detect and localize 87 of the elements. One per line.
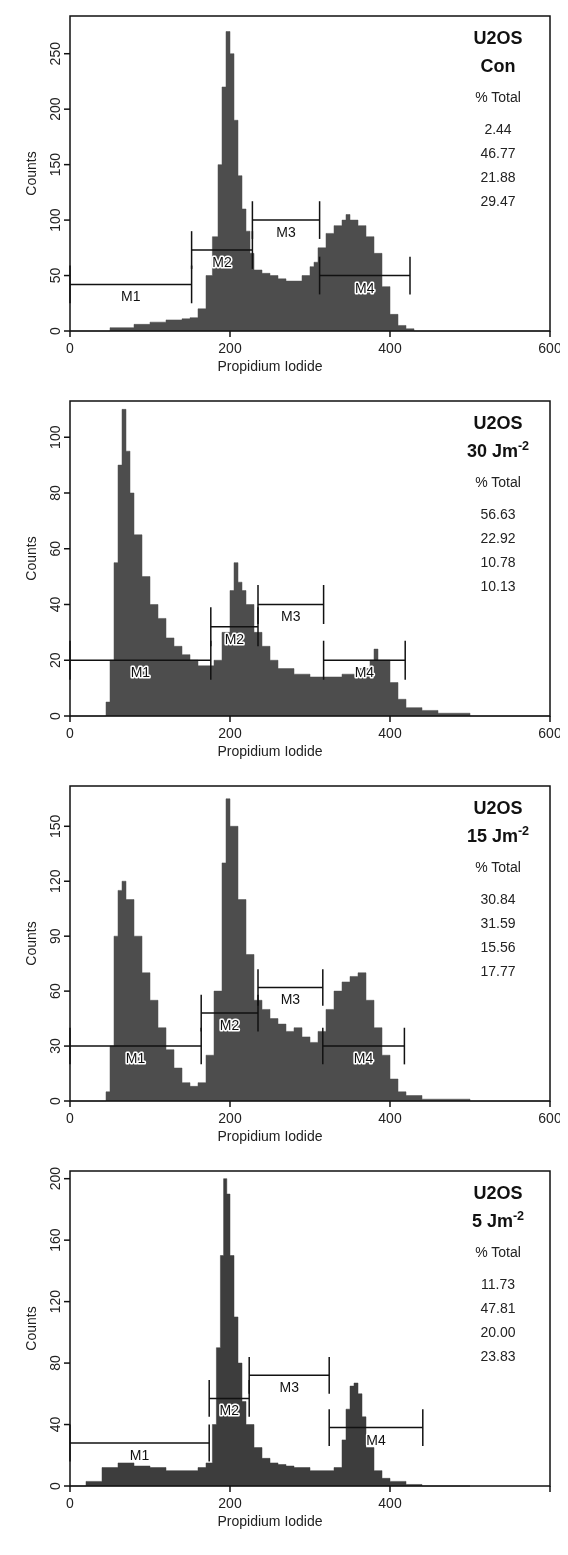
text: 5 Jm$^{-2}$ <box>471 1209 525 1231</box>
series-label: M4 <box>366 1431 386 1448</box>
y-tick-label: 100 <box>47 208 63 232</box>
text: U2OS <box>473 413 523 433</box>
y-tick-label: 20 <box>47 652 63 669</box>
annotation: % Total <box>475 859 521 875</box>
series-label: M1 <box>121 288 141 305</box>
series-label: M4 <box>353 1050 374 1067</box>
annotation: 56.63 <box>480 506 516 522</box>
y-tick-label: 250 <box>47 41 63 66</box>
annotation: 10.13 <box>480 578 516 594</box>
x-axis-title: Propidium Iodide <box>217 743 323 759</box>
x-axis-title: Propidium Iodide <box>217 358 323 374</box>
y-tick-label: 50 <box>47 267 63 284</box>
y-tick-label: 60 <box>47 540 63 557</box>
y-tick-label: 0 <box>47 1481 63 1490</box>
y-axis-title: Counts <box>23 1306 39 1351</box>
y-tick-label: 100 <box>47 425 63 449</box>
annotation: 30.84 <box>480 891 516 907</box>
annotation: 31.59 <box>480 915 516 931</box>
text: U2OS <box>473 28 523 48</box>
annotation: 22.92 <box>480 530 516 546</box>
x-tick-label: 400 <box>378 725 402 741</box>
series-label: M4 <box>354 664 375 681</box>
x-tick-label: 0 <box>66 340 75 356</box>
series-label: M2 <box>212 254 232 271</box>
x-tick-label: 400 <box>378 340 402 356</box>
x-axis-title: Propidium Iodide <box>217 1513 323 1529</box>
y-tick-label: 160 <box>47 1228 63 1252</box>
text: 30 Jm$^{-2}$ <box>466 439 530 461</box>
y-tick-label: 40 <box>47 1416 63 1433</box>
y-tick-label: 120 <box>47 869 63 893</box>
series-label: M3 <box>280 991 301 1008</box>
y-tick-label: 90 <box>47 928 63 944</box>
series-label: M3 <box>276 224 296 241</box>
annotation: 21.88 <box>480 169 516 185</box>
annotation: 47.81 <box>480 1300 516 1316</box>
x-tick-label: 200 <box>218 1495 242 1511</box>
series-label: M1 <box>129 1446 150 1463</box>
annotation: % Total <box>475 474 521 490</box>
annotation: 46.77 <box>480 145 516 161</box>
x-tick-label: 0 <box>66 1495 75 1511</box>
annotation: 11.73 <box>481 1276 516 1292</box>
annotation: 20.00 <box>480 1324 516 1340</box>
y-axis-title: Counts <box>23 921 39 966</box>
x-tick-label: 200 <box>218 1110 242 1126</box>
x-tick-label: 200 <box>218 725 242 741</box>
y-tick-label: 80 <box>47 484 63 501</box>
text: 15 Jm$^{-2}$ <box>466 824 530 846</box>
annotation: % Total <box>475 1244 521 1260</box>
x-tick-label: 200 <box>218 340 242 356</box>
annotation: 10.78 <box>480 554 516 570</box>
series-label: M1 <box>125 1050 146 1067</box>
annotation: 17.77 <box>480 963 516 979</box>
series-label: M1 <box>130 664 151 681</box>
x-axis-title: Propidium Iodide <box>217 1128 323 1144</box>
annotation: 15.56 <box>480 939 516 955</box>
y-tick-label: 30 <box>47 1038 63 1054</box>
text: Con <box>480 56 516 76</box>
x-tick-label: 0 <box>66 1110 75 1126</box>
y-tick-label: 150 <box>47 152 63 177</box>
y-tick-label: 0 <box>47 326 63 335</box>
annotation: 2.44 <box>484 121 512 137</box>
series-label: M2 <box>219 1017 240 1034</box>
annotation: 23.83 <box>480 1348 516 1364</box>
y-tick-label: 40 <box>47 596 63 613</box>
y-tick-label: 60 <box>47 983 63 999</box>
y-tick-label: 200 <box>47 97 63 121</box>
series-label: M3 <box>281 608 301 625</box>
x-tick-label: 0 <box>66 725 75 741</box>
text: U2OS <box>473 798 523 818</box>
series-label: M2 <box>224 630 245 647</box>
y-tick-label: 120 <box>47 1289 63 1314</box>
series-label: M3 <box>279 1379 300 1396</box>
y-axis-title: Counts <box>23 536 39 581</box>
y-tick-label: 0 <box>47 711 63 720</box>
text: U2OS <box>473 1183 523 1203</box>
y-tick-label: 200 <box>47 1166 63 1191</box>
series-label: M4 <box>355 279 375 296</box>
annotation: % Total <box>475 89 521 105</box>
y-axis-title: Counts <box>23 151 39 196</box>
x-tick-label: 400 <box>378 1495 402 1511</box>
x-tick-label: 400 <box>378 1110 402 1126</box>
y-tick-label: 0 <box>47 1096 63 1105</box>
y-tick-label: 150 <box>47 814 63 838</box>
y-tick-label: 80 <box>47 1355 63 1371</box>
annotation: 29.47 <box>480 193 516 209</box>
